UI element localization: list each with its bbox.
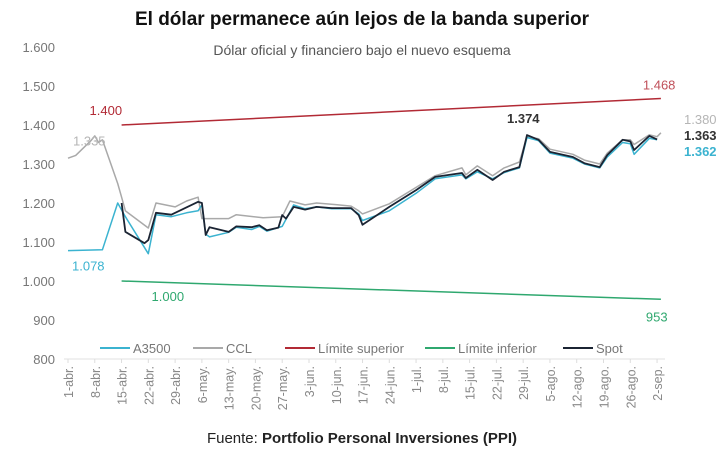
legend-item: Límite superior [285, 341, 405, 356]
x-tick-label: 1-abr. [62, 366, 76, 398]
chart-subtitle: Dólar oficial y financiero bajo el nuevo… [213, 42, 510, 58]
series-line-l-mite-superior [121, 97, 661, 126]
legend-item: Límite inferior [425, 341, 537, 356]
y-tick-label: 1.100 [22, 235, 55, 250]
x-tick-label: 13-may. [223, 366, 237, 410]
series-lines [67, 97, 662, 301]
legend-label: A3500 [133, 341, 171, 356]
x-tick-label: 24-jun. [383, 366, 397, 404]
x-axis: 1-abr. 8-abr. 15-abr. 22-abr. 29-abr. 6-may. 1… [62, 358, 665, 410]
data-label: 1.468 [643, 77, 676, 92]
x-tick-label: 26-ago. [624, 366, 638, 408]
y-tick-label: 900 [33, 313, 55, 328]
x-tick-label: 8-jul. [437, 366, 451, 393]
legend-item: Spot [563, 341, 623, 356]
data-label: 1.362 [684, 144, 717, 159]
series-line-ccl [67, 132, 662, 229]
x-tick-label: 8-abr. [89, 366, 103, 398]
y-tick-label: 1.000 [22, 274, 55, 289]
x-tick-label: 22-abr. [142, 366, 156, 405]
x-tick-label: 15-jul. [464, 366, 478, 400]
x-tick-label: 3-jun. [303, 366, 317, 397]
x-tick-label: 20-may. [249, 366, 263, 410]
y-tick-label: 1.400 [22, 118, 55, 133]
data-label: 1.000 [152, 289, 185, 304]
x-tick-label: 22-jul. [490, 366, 504, 400]
x-tick-label: 2-sep. [651, 366, 665, 401]
data-label: 1.078 [72, 259, 105, 274]
y-tick-label: 1.200 [22, 196, 55, 211]
x-tick-label: 29-jul. [517, 366, 531, 400]
data-label: 1.363 [684, 128, 717, 143]
source-note: Fuente: Portfolio Personal Inversiones (… [207, 430, 517, 447]
y-tick-label: 1.500 [22, 79, 55, 94]
data-label: 1.374 [507, 111, 540, 126]
legend-label: Spot [596, 341, 623, 356]
y-tick-label: 1.600 [22, 40, 55, 55]
x-tick-label: 6-may. [196, 366, 210, 403]
legend-label: Límite superior [318, 341, 405, 356]
data-label: 1.380 [684, 112, 717, 127]
source-prefix: Fuente: [207, 430, 262, 447]
data-label: 953 [646, 309, 668, 324]
x-tick-label: 15-abr. [116, 366, 130, 405]
data-label: 1.335 [73, 133, 106, 148]
legend-item: A3500 [100, 341, 171, 356]
x-tick-label: 19-ago. [598, 366, 612, 408]
x-tick-label: 1-jul. [410, 366, 424, 393]
legend: A3500 CCL Límite superior Límite inferior Sp… [100, 341, 623, 356]
series-line-a3500 [67, 136, 658, 255]
legend-item: CCL [193, 341, 252, 356]
data-label: 1.400 [90, 103, 123, 118]
y-tick-label: 800 [33, 352, 55, 367]
legend-label: Límite inferior [458, 341, 537, 356]
legend-label: CCL [226, 341, 252, 356]
y-axis: 800 900 1.000 1.100 1.200 1.300 1.400 1.500 1.60… [22, 40, 55, 367]
source-name: Portfolio Personal Inversiones (PPI) [262, 430, 517, 447]
x-tick-label: 27-may. [276, 366, 290, 410]
annotations: 1.400 1.335 1.078 1.000 1.374 1.468 1.3801.363… [72, 77, 717, 324]
x-tick-label: 17-jun. [357, 366, 371, 404]
x-tick-label: 10-jun. [330, 366, 344, 404]
y-tick-label: 1.300 [22, 157, 55, 172]
x-tick-label: 12-ago. [571, 366, 585, 408]
series-line-l-mite-inferior [121, 280, 661, 301]
x-tick-label: 5-ago. [544, 366, 558, 401]
x-tick-label: 29-abr. [169, 366, 183, 405]
series-line-spot [120, 134, 658, 245]
chart-title: El dólar permanece aún lejos de la banda… [135, 9, 590, 30]
